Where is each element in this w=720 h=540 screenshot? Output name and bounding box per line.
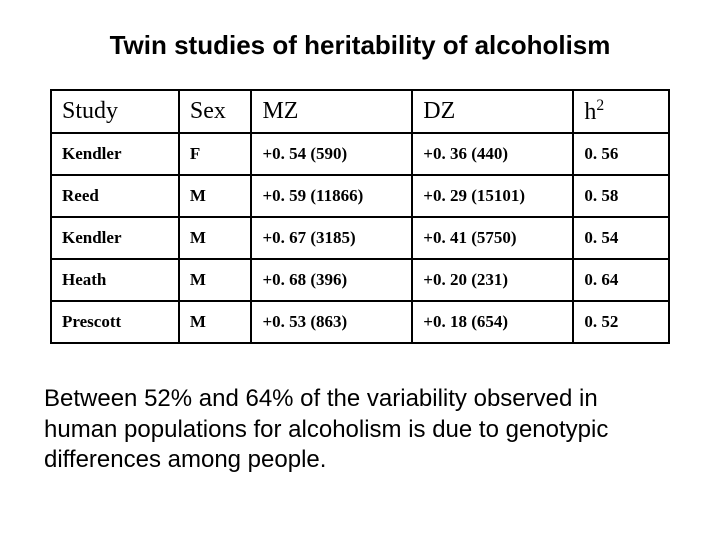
cell-mz: +0. 54 (590) xyxy=(251,133,412,175)
col-header-sex: Sex xyxy=(179,90,252,133)
cell-h2: 0. 54 xyxy=(573,217,669,259)
table-row: Kendler M +0. 67 (3185) +0. 41 (5750) 0.… xyxy=(51,217,669,259)
cell-mz: +0. 59 (11866) xyxy=(251,175,412,217)
table-row: Prescott M +0. 53 (863) +0. 18 (654) 0. … xyxy=(51,301,669,343)
col-header-mz: MZ xyxy=(251,90,412,133)
table-row: Heath M +0. 68 (396) +0. 20 (231) 0. 64 xyxy=(51,259,669,301)
cell-mz: +0. 53 (863) xyxy=(251,301,412,343)
cell-mz: +0. 67 (3185) xyxy=(251,217,412,259)
cell-study: Prescott xyxy=(51,301,179,343)
cell-study: Reed xyxy=(51,175,179,217)
cell-sex: M xyxy=(179,175,252,217)
cell-sex: M xyxy=(179,217,252,259)
cell-dz: +0. 41 (5750) xyxy=(412,217,573,259)
col-header-study: Study xyxy=(51,90,179,133)
cell-h2: 0. 56 xyxy=(573,133,669,175)
cell-study: Heath xyxy=(51,259,179,301)
cell-sex: M xyxy=(179,259,252,301)
slide-title: Twin studies of heritability of alcoholi… xyxy=(40,30,680,61)
cell-study: Kendler xyxy=(51,133,179,175)
cell-dz: +0. 20 (231) xyxy=(412,259,573,301)
col-header-dz: DZ xyxy=(412,90,573,133)
heritability-table: Study Sex MZ DZ h2 Kendler F +0. 54 (590… xyxy=(50,89,670,344)
cell-study: Kendler xyxy=(51,217,179,259)
cell-dz: +0. 36 (440) xyxy=(412,133,573,175)
col-header-h2: h2 xyxy=(573,90,669,133)
cell-h2: 0. 58 xyxy=(573,175,669,217)
cell-h2: 0. 52 xyxy=(573,301,669,343)
cell-sex: M xyxy=(179,301,252,343)
cell-mz: +0. 68 (396) xyxy=(251,259,412,301)
cell-dz: +0. 29 (15101) xyxy=(412,175,573,217)
cell-dz: +0. 18 (654) xyxy=(412,301,573,343)
table-row: Reed M +0. 59 (11866) +0. 29 (15101) 0. … xyxy=(51,175,669,217)
table-header-row: Study Sex MZ DZ h2 xyxy=(51,90,669,133)
table-row: Kendler F +0. 54 (590) +0. 36 (440) 0. 5… xyxy=(51,133,669,175)
cell-sex: F xyxy=(179,133,252,175)
cell-h2: 0. 64 xyxy=(573,259,669,301)
slide-caption: Between 52% and 64% of the variability o… xyxy=(44,384,676,476)
